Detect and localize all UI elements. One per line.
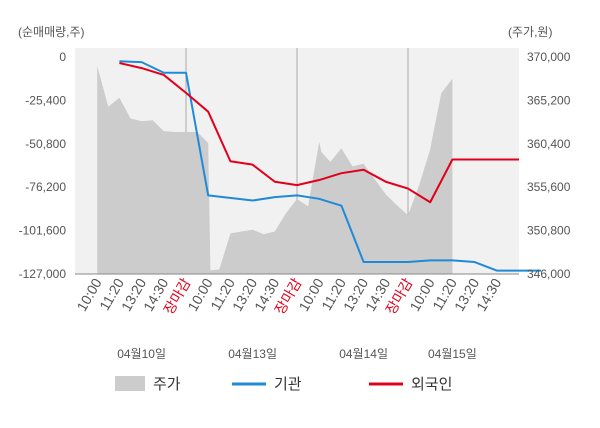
left-axis-unit: (순매매량,주) [18, 25, 85, 39]
date-label: 04월15일 [428, 347, 477, 361]
left-tick-label: -25,400 [25, 93, 66, 107]
right-tick-label: 360,400 [527, 137, 571, 151]
right-tick-label: 346,000 [527, 267, 571, 281]
date-labels: 04월10일 04월13일 04월14일 04월15일 [117, 347, 477, 361]
right-axis-ticks: 370,000 365,200 360,400 355,600 350,800 346,0… [527, 50, 571, 281]
date-label: 04월14일 [339, 347, 388, 361]
right-tick-label: 370,000 [527, 50, 571, 64]
investor-lines [119, 60, 542, 272]
right-axis-unit: (주가,원) [508, 25, 552, 39]
legend-foreign-label: 외국인 [411, 376, 452, 393]
left-tick-label: -127,000 [19, 267, 67, 281]
right-tick-label: 365,200 [527, 93, 571, 107]
left-tick-label: -50,800 [25, 137, 66, 151]
right-tick-label: 350,800 [527, 224, 571, 238]
price-area [97, 66, 453, 275]
left-tick-label: -101,600 [19, 224, 67, 238]
x-axis-ticks: 10:0011:2013:2014:30장마감10:0011:2013:2014… [73, 275, 504, 317]
institution-line [119, 60, 542, 272]
legend-institution-label: 기관 [274, 376, 302, 393]
legend: 주가 기관 외국인 [115, 376, 452, 393]
legend-price-label: 주가 [153, 376, 181, 393]
left-axis-ticks: 0 -25,400 -50,800 -76,200 -101,600 -127,000 [19, 50, 67, 281]
foreign-line [119, 62, 519, 204]
right-tick-label: 355,600 [527, 180, 571, 194]
price-area-path [97, 66, 453, 275]
left-tick-label: -76,200 [25, 180, 66, 194]
date-label: 04월13일 [228, 347, 277, 361]
legend-price-swatch [115, 376, 145, 391]
date-label: 04월10일 [117, 347, 166, 361]
left-tick-label: 0 [59, 50, 66, 64]
